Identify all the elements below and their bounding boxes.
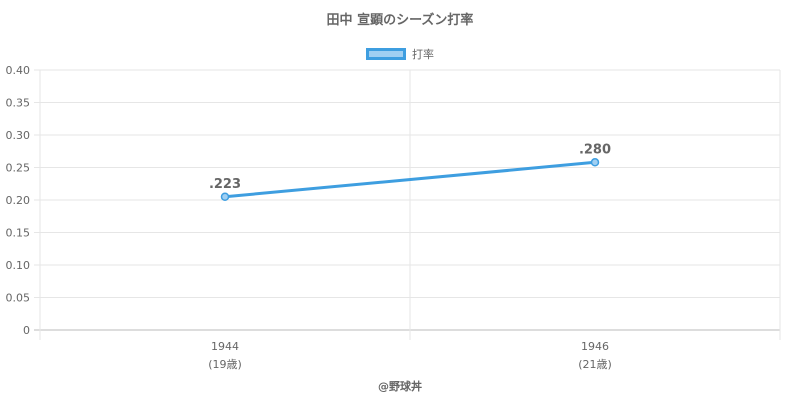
x-tick-age-label: (21歳) bbox=[578, 358, 612, 371]
y-tick-label: 0.05 bbox=[6, 292, 31, 305]
data-point bbox=[220, 192, 230, 201]
x-tick-age-label: (19歳) bbox=[208, 358, 242, 371]
y-tick-label: 0.25 bbox=[6, 162, 31, 175]
y-tick-label: 0.35 bbox=[6, 97, 31, 110]
x-tick-label: 1946 bbox=[581, 340, 609, 353]
chart-title: 田中 宣顕のシーズン打率 bbox=[326, 13, 474, 28]
legend-label: 打率 bbox=[412, 48, 434, 61]
credit: @野球丼 bbox=[378, 380, 422, 393]
series-layer: .223 .280 bbox=[209, 142, 611, 201]
y-tick-label: 0.40 bbox=[6, 64, 31, 77]
data-label: .223 bbox=[209, 177, 241, 192]
y-tick-label: 0 bbox=[23, 324, 30, 337]
data-label: .280 bbox=[579, 142, 611, 157]
grid-layer bbox=[34, 69, 781, 340]
y-tick-label: 0.30 bbox=[6, 129, 31, 142]
legend-swatch bbox=[366, 48, 406, 60]
y-tick-label: 0.15 bbox=[6, 227, 31, 240]
data-point bbox=[590, 158, 600, 167]
legend[interactable]: 打率 bbox=[0, 46, 800, 62]
axis-layer: 0 0.05 0.10 0.15 0.20 0.25 0.30 0.35 0.40 1944 (19… bbox=[6, 64, 612, 371]
y-tick-label: 0.10 bbox=[6, 259, 31, 272]
series-line bbox=[224, 160, 596, 199]
x-tick-label: 1944 bbox=[211, 340, 239, 353]
y-tick-label: 0.20 bbox=[6, 194, 31, 207]
